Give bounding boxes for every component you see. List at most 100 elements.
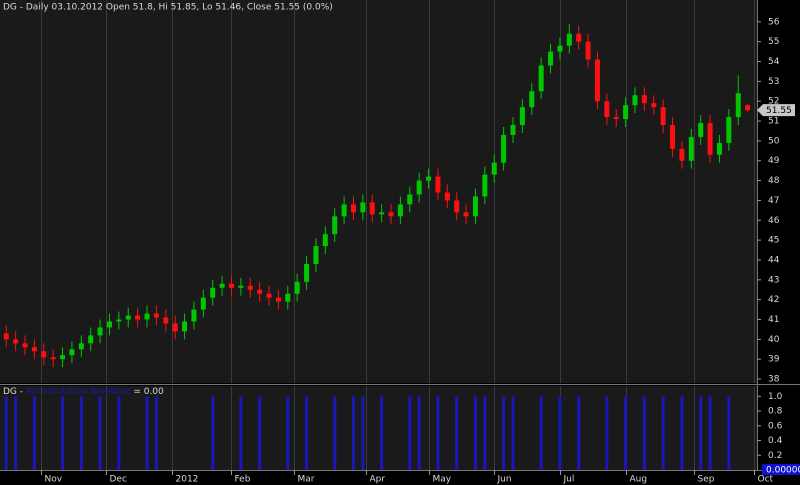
indicator-bar [483, 396, 487, 470]
candle-body [144, 313, 150, 320]
y-tick-label: 40 [768, 335, 780, 345]
indicator-bar [661, 396, 665, 470]
candle-body [322, 234, 328, 247]
indicator-bar [473, 396, 477, 470]
candle-body [219, 283, 225, 288]
candle-body [726, 117, 732, 143]
y-tick-label: 51 [768, 117, 779, 127]
indicator-bar [455, 396, 459, 470]
indicator-readout: = 0.00 [133, 387, 164, 397]
candle-body [116, 319, 122, 322]
indicator-bar [61, 396, 65, 470]
indicator-bar [258, 396, 262, 470]
candle-body [50, 357, 56, 360]
candle-body [735, 93, 741, 118]
candle-body [228, 283, 234, 288]
candle-body [3, 333, 9, 340]
candle-body [22, 343, 28, 348]
indicator-bar [642, 396, 646, 470]
candle-body [613, 117, 619, 120]
candle-body [106, 321, 112, 328]
candle-body [332, 216, 338, 235]
x-tick-label: Apr [370, 475, 386, 485]
x-tick-label: Oct [758, 475, 774, 485]
indicator-bar [502, 396, 506, 470]
indicator-bar [417, 396, 421, 470]
y-tick-label: 48 [768, 176, 780, 186]
candle-body [604, 101, 610, 118]
candle-body [745, 105, 751, 111]
candle-body [172, 323, 178, 332]
price-pane [0, 0, 757, 383]
candle-body [379, 212, 385, 215]
candle-body [623, 105, 629, 120]
candle-body [275, 297, 281, 302]
candle-body [426, 176, 432, 181]
y-tick-label: 1.0 [768, 392, 783, 402]
y-tick-label: 41 [768, 315, 779, 325]
candle-body [31, 347, 37, 352]
indicator-bar [351, 396, 355, 470]
y-tick-label: 43 [768, 275, 779, 285]
candle-body [191, 309, 197, 322]
candle-body [519, 107, 525, 126]
candle-body [266, 293, 272, 298]
x-tick-label: Dec [110, 475, 127, 485]
candle-body [97, 327, 103, 336]
candle-body [566, 33, 572, 46]
candle-body [388, 212, 394, 217]
candle-body [632, 95, 638, 106]
candle-body [641, 95, 647, 104]
indicator-bar [14, 396, 18, 470]
marks: Nov Dec 2012 Feb Mar Apr May Jun Jul Aug Sep Oct 38 3… [3, 0, 800, 485]
candle-body [482, 174, 488, 197]
candle-body [60, 355, 66, 360]
candle-body [407, 194, 413, 205]
price-title: DG - Daily 03.10.2012 Open 51.8, Hi 51.8… [3, 3, 333, 13]
candle-body [397, 204, 403, 217]
y-tick-label: 55 [768, 37, 779, 47]
candle-body [444, 192, 450, 201]
candle-body [454, 200, 460, 213]
indicator-bar [436, 396, 440, 470]
candle-body [576, 33, 582, 42]
candle-body [360, 202, 366, 213]
indicator-bar [380, 396, 384, 470]
indicator-readout-box [762, 464, 800, 475]
candle-body [313, 246, 319, 264]
y-tick-label: 46 [768, 216, 780, 226]
candle-body [285, 293, 291, 302]
candle-body [435, 176, 441, 193]
x-tick-label: Jul [563, 475, 575, 485]
y-tick-label: 0.2 [768, 451, 782, 461]
candle-body [510, 125, 516, 135]
candle-body [153, 313, 159, 318]
indicator-bar [145, 396, 149, 470]
x-tick-label: Feb [235, 475, 251, 485]
candle-body [660, 107, 666, 126]
candle-body [369, 202, 375, 215]
candle-body [538, 65, 544, 92]
indicator-bar [539, 396, 543, 470]
indicator-pane [0, 386, 757, 470]
indicator-title: DG - Accumulation Breakout = 0.00 [3, 387, 164, 397]
indicator-bar [4, 396, 8, 470]
candle-body [707, 123, 713, 155]
candle-body [651, 103, 657, 108]
candle-body [679, 148, 685, 161]
candle-body [88, 335, 94, 344]
candle-body [135, 315, 141, 320]
indicator-name: Accumulation Breakout [26, 387, 131, 397]
candle-body [257, 289, 263, 294]
candle-body [247, 285, 253, 290]
candle-body [557, 45, 563, 52]
x-tick-label: Jun [497, 475, 512, 485]
indicator-bar [117, 396, 121, 470]
y-tick-label: 45 [768, 236, 779, 246]
indicator-bar [32, 396, 36, 470]
candle-body [125, 315, 131, 320]
indicator-bar [154, 396, 158, 470]
indicator-bar [286, 396, 290, 470]
candle-body [472, 196, 478, 217]
